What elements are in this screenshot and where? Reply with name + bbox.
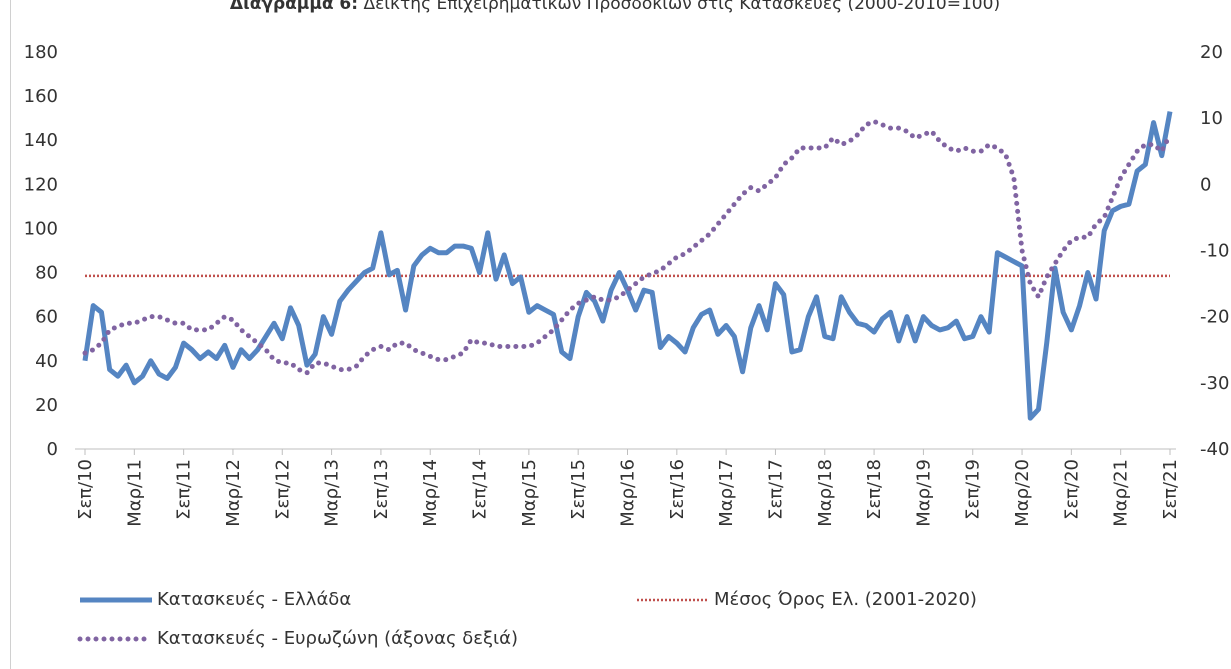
y2-tick-label: -20 [1200,307,1229,328]
y-tick-label: 0 [47,439,58,460]
x-tick-label: Σεπ/12 [272,459,293,520]
y2-tick-label: 20 [1200,42,1223,63]
y-tick-label: 100 [24,218,58,239]
y-tick-label: 180 [24,42,58,63]
x-tick-label: Σεπ/19 [963,459,984,520]
y-tick-label: 140 [24,130,58,151]
x-tick-label: Σεπ/10 [75,459,96,520]
y-tick-label: 60 [35,307,58,328]
x-tick-label: Μαρ/14 [420,459,441,527]
y-tick-label: 80 [35,263,58,284]
y-tick-label: 40 [35,351,58,372]
x-tick-label: Μαρ/18 [815,459,836,527]
x-tick-label: Μαρ/12 [223,459,244,527]
legend-label: Κατασκευές - Ελλάδα [157,589,351,610]
x-tick-label: Σεπ/20 [1061,459,1082,520]
x-tick-label: Μαρ/13 [322,459,343,527]
x-tick-label: Σεπ/11 [174,459,195,520]
x-tick-label: Σεπ/21 [1160,459,1181,520]
x-tick-label: Σεπ/17 [765,459,786,520]
x-tick-label: Μαρ/21 [1111,459,1132,527]
x-tick-label: Σεπ/18 [864,459,885,520]
x-tick-label: Σεπ/16 [667,459,688,520]
legend-label: Κατασκευές - Ευρωζώνη (άξονας δεξιά) [157,628,518,649]
x-tick-label: Μαρ/19 [913,459,934,527]
title-text: Δείκτης Επιχειρηματικών Προσδοκιών στις … [363,0,1000,14]
chart-title: Διάγραμμα 6: Δείκτης Επιχειρηματικών Προ… [230,0,1000,14]
y2-tick-label: -30 [1200,373,1229,394]
x-tick-label: Σεπ/15 [568,459,589,520]
x-tick-label: Σεπ/13 [371,459,392,520]
y-tick-label: 20 [35,395,58,416]
chart-frame [10,0,11,669]
x-tick-label: Σεπ/14 [470,459,491,520]
y-tick-label: 120 [24,174,58,195]
x-tick-label: Μαρ/20 [1012,459,1033,527]
legend-label: Μέσος Όρος Ελ. (2001-2020) [714,589,977,610]
x-tick-label: Μαρ/17 [716,459,737,527]
y2-tick-label: -10 [1200,241,1229,262]
title-label: Διάγραμμα 6: [230,0,358,14]
y2-tick-label: -40 [1200,439,1229,460]
y-tick-label: 160 [24,86,58,107]
x-tick-label: Μαρ/11 [124,459,145,527]
x-tick-label: Μαρ/15 [519,459,540,527]
y2-tick-label: 10 [1200,108,1223,129]
y2-tick-label: 0 [1200,174,1211,195]
x-tick-label: Μαρ/16 [618,459,639,527]
series-line [82,118,1173,376]
